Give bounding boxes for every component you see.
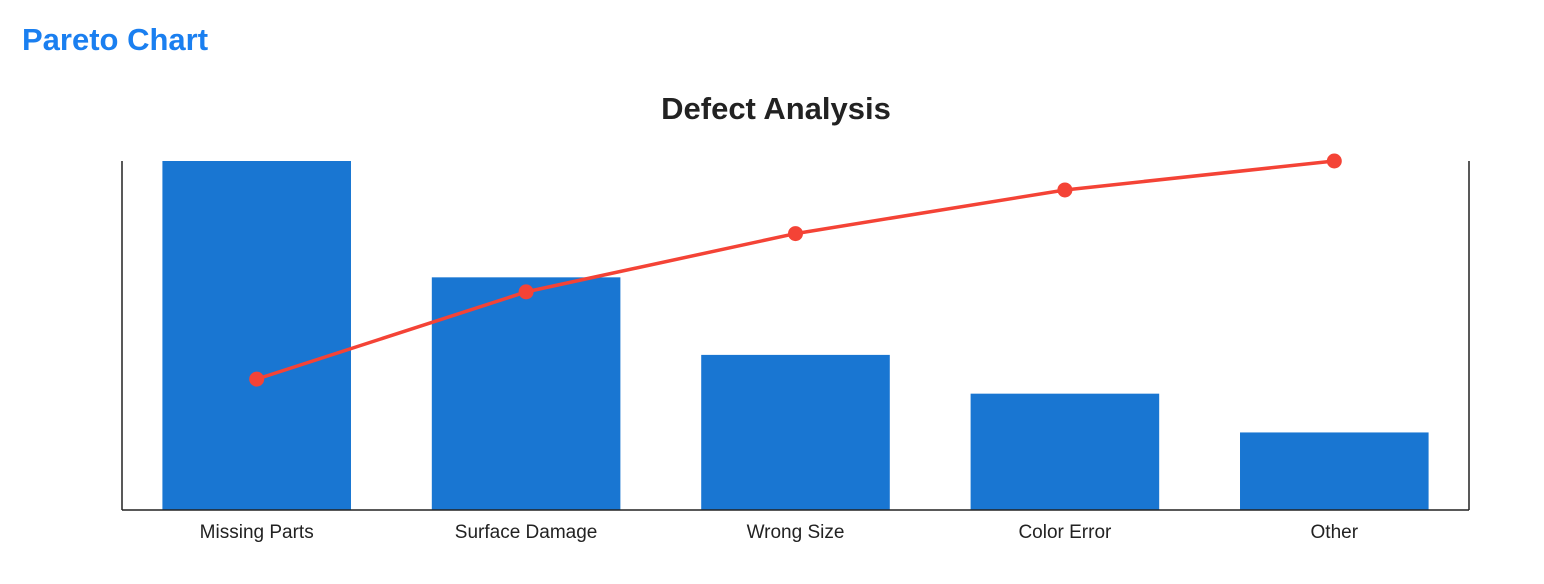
x-tick-label: Other <box>1311 522 1359 543</box>
chart-title: Defect Analysis <box>661 91 891 126</box>
x-tick-label: Wrong Size <box>747 522 845 543</box>
cumulative-point <box>249 371 265 387</box>
page-heading: Pareto Chart <box>22 22 209 57</box>
bar <box>970 393 1160 510</box>
cumulative-point <box>1326 153 1342 169</box>
bar <box>431 277 621 510</box>
bar <box>1240 432 1429 510</box>
cumulative-line <box>256 159 1335 381</box>
x-tick-label: Missing Parts <box>200 522 314 543</box>
cumulative-point <box>518 284 534 300</box>
bar <box>701 354 890 510</box>
x-tick-label: Color Error <box>1018 522 1112 543</box>
x-tick-label: Surface Damage <box>455 522 598 543</box>
bar <box>162 161 351 510</box>
cumulative-point <box>788 226 803 242</box>
cumulative-point <box>1057 182 1073 198</box>
